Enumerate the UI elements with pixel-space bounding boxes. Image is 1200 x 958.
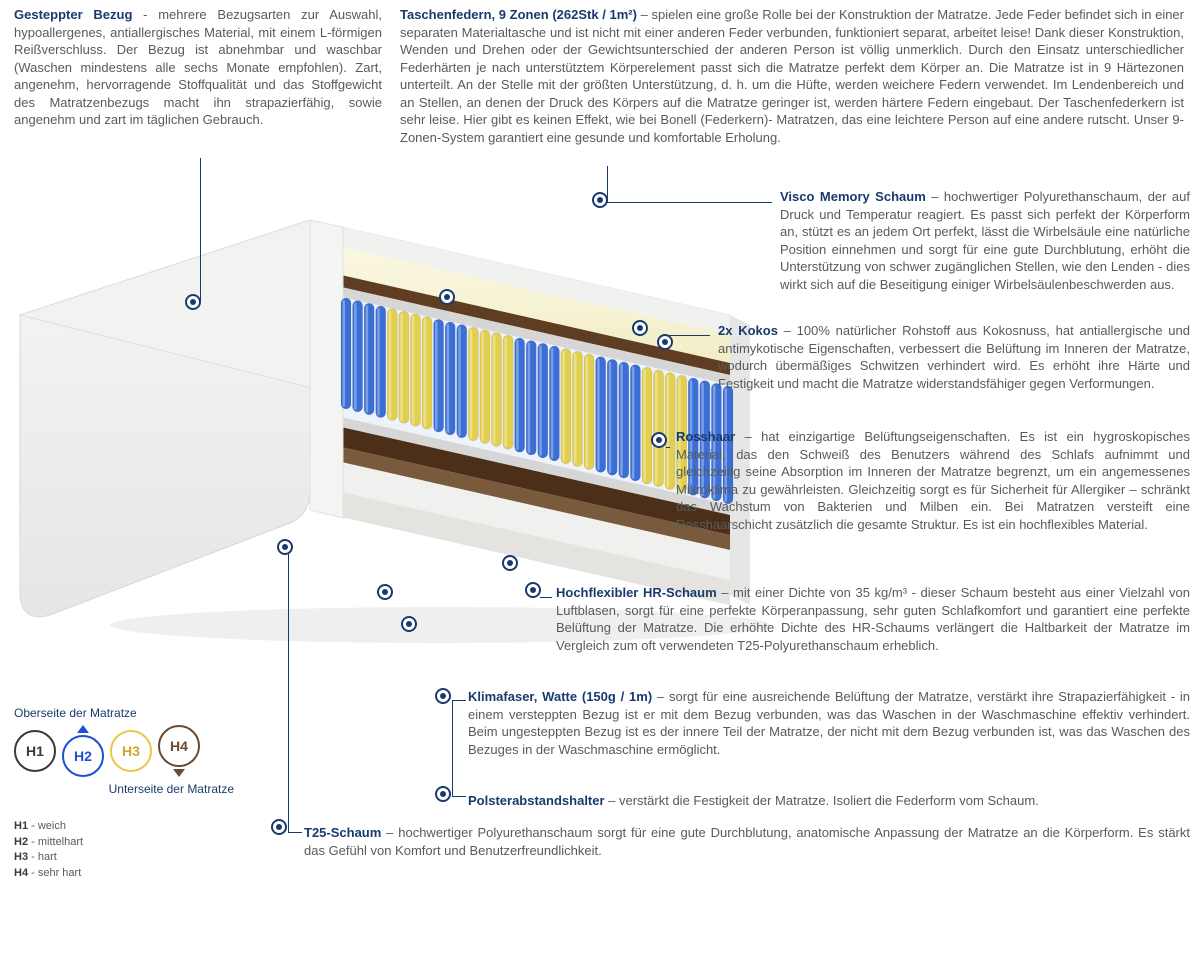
callout-marker-icon bbox=[185, 294, 201, 310]
callout-marker-icon bbox=[277, 539, 293, 555]
legend-key-row: H4 - sehr hart bbox=[14, 866, 274, 881]
callout-marker-icon bbox=[377, 584, 393, 600]
layer-title: Hochflexibler HR-Schaum bbox=[556, 585, 717, 600]
layer-body: – hochwertiger Polyurethanschaum, der au… bbox=[780, 189, 1190, 292]
callout-marker-icon bbox=[657, 334, 673, 350]
layer-title: Rosshaar bbox=[676, 429, 735, 444]
leader-line bbox=[200, 158, 201, 302]
legend-key-label: sehr hart bbox=[38, 867, 81, 879]
leader-line bbox=[288, 554, 289, 832]
callout-marker-icon bbox=[439, 289, 455, 305]
layer-description: Rosshaar – hat einzigartige Belüftungsei… bbox=[676, 428, 1190, 533]
legend-key-code: H4 bbox=[14, 867, 28, 879]
callout-marker-icon bbox=[632, 320, 648, 336]
callout-marker-icon bbox=[271, 819, 287, 835]
callout-marker-icon bbox=[401, 616, 417, 632]
layer-body: – verstärkt die Festigkeit der Matratze.… bbox=[605, 793, 1039, 808]
legend-key-row: H2 - mittelhart bbox=[14, 835, 274, 850]
legend-top-label: Oberseite der Matratze bbox=[14, 705, 274, 721]
callout-marker-icon bbox=[592, 192, 608, 208]
layer-title: 2x Kokos bbox=[718, 323, 778, 338]
callout-marker-icon bbox=[525, 582, 541, 598]
legend-key-label: mittelhart bbox=[38, 836, 83, 848]
leader-line bbox=[666, 447, 670, 448]
springs-body: – spielen eine große Rolle bei der Konst… bbox=[400, 7, 1184, 145]
legend-key-code: H3 bbox=[14, 851, 28, 863]
leader-line bbox=[607, 166, 608, 202]
legend-circles: H1 H2 H3 H4 bbox=[14, 725, 274, 777]
legend-key-label: hart bbox=[38, 851, 57, 863]
layer-description: Visco Memory Schaum – hochwertiger Polyu… bbox=[780, 188, 1190, 293]
layer-description: T25-Schaum – hochwertiger Polyurethansch… bbox=[304, 824, 1190, 859]
layer-description: Polsterabstandshalter – verstärkt die Fe… bbox=[468, 792, 1190, 810]
legend-key-label: weich bbox=[38, 820, 66, 832]
layer-body: – 100% natürlicher Rohstoff aus Kokosnus… bbox=[718, 323, 1190, 391]
legend-key-row: H3 - hart bbox=[14, 850, 274, 865]
legend-h1-circle: H1 bbox=[14, 730, 56, 772]
layer-body: – hat einzigartige Belüftungseigenschaft… bbox=[676, 429, 1190, 532]
layer-body: – hochwertiger Polyurethanschaum sorgt f… bbox=[304, 825, 1190, 858]
legend-h3-circle: H3 bbox=[110, 730, 152, 772]
cover-title: Gesteppter Bezug bbox=[14, 7, 132, 22]
callout-marker-icon bbox=[502, 555, 518, 571]
callout-marker-icon bbox=[435, 786, 451, 802]
leader-line bbox=[540, 597, 552, 598]
leader-line bbox=[607, 202, 772, 203]
leader-line bbox=[452, 796, 466, 797]
legend-down-arrow-icon bbox=[173, 769, 185, 777]
leader-line bbox=[665, 335, 710, 336]
layer-description: Klimafaser, Watte (150g / 1m) – sorgt fü… bbox=[468, 688, 1190, 758]
cover-body: - mehrere Bezugsarten zur Auswahl, hypoa… bbox=[14, 7, 382, 127]
hardness-legend: Oberseite der Matratze H1 H2 H3 H4 Unter… bbox=[14, 705, 274, 881]
layer-description: 2x Kokos – 100% natürlicher Rohstoff aus… bbox=[718, 322, 1190, 392]
legend-key: H1 - weich H2 - mittelhart H3 - hart H4 … bbox=[14, 819, 274, 881]
springs-description: Taschenfedern, 9 Zonen (262Stk / 1m²) – … bbox=[400, 6, 1184, 146]
legend-h2-code: H2 bbox=[74, 747, 92, 766]
callout-marker-icon bbox=[651, 432, 667, 448]
legend-up-arrow-icon bbox=[77, 725, 89, 733]
legend-h2-circle: H2 bbox=[62, 735, 104, 777]
legend-h4-circle: H4 bbox=[158, 725, 200, 767]
legend-key-row: H1 - weich bbox=[14, 819, 274, 834]
layer-title: Visco Memory Schaum bbox=[780, 189, 926, 204]
legend-h4-code: H4 bbox=[170, 737, 188, 756]
leader-line bbox=[452, 700, 453, 796]
legend-key-code: H2 bbox=[14, 836, 28, 848]
legend-key-code: H1 bbox=[14, 820, 28, 832]
springs-title: Taschenfedern, 9 Zonen (262Stk / 1m²) bbox=[400, 7, 637, 22]
leader-line bbox=[452, 700, 466, 701]
legend-bottom-label: Unterseite der Matratze bbox=[14, 781, 234, 797]
cover-description: Gesteppter Bezug - mehrere Bezugsarten z… bbox=[14, 6, 382, 129]
callout-marker-icon bbox=[435, 688, 451, 704]
legend-h3-code: H3 bbox=[122, 742, 140, 761]
leader-line bbox=[288, 832, 302, 833]
layer-title: T25-Schaum bbox=[304, 825, 381, 840]
layer-title: Klimafaser, Watte (150g / 1m) bbox=[468, 689, 652, 704]
legend-h1-code: H1 bbox=[26, 742, 44, 761]
layer-title: Polsterabstandshalter bbox=[468, 793, 605, 808]
layer-description: Hochflexibler HR-Schaum – mit einer Dich… bbox=[556, 584, 1190, 654]
